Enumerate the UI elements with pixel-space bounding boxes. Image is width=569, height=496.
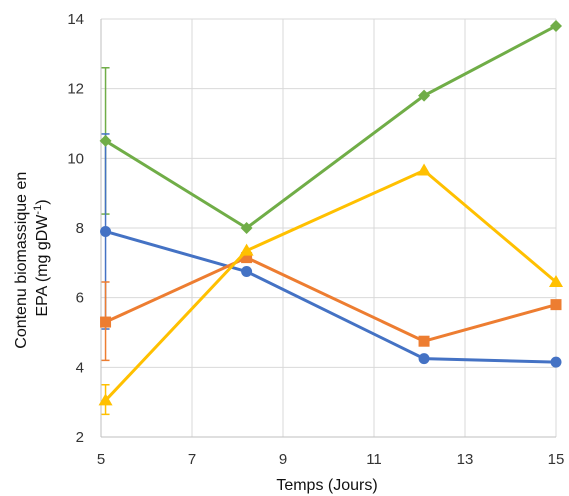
x-tick-label: 15: [548, 451, 565, 468]
x-tick-label: 11: [366, 451, 382, 468]
axes: [100, 19, 556, 438]
data-point-circle: [241, 266, 253, 278]
data-point-circle: [100, 225, 112, 237]
y-axis-title: Contenu biomassique en EPA (mg gDW-1): [13, 167, 51, 348]
gridlines: [100, 18, 557, 438]
y-axis-title-line1: Contenu biomassique en: [13, 172, 30, 349]
data-point-square: [241, 252, 253, 264]
data-point-triangle: [549, 274, 563, 287]
tick-labels: 5 7 9 11 13 15 2 4 6 8 10 12 14: [67, 11, 564, 468]
data-point-circle: [418, 353, 430, 365]
y-tick-label: 12: [67, 81, 84, 98]
x-tick-label: 5: [97, 451, 105, 468]
series-diamond: [99, 19, 562, 234]
series-square: [100, 252, 562, 347]
y-axis-title-line2: EPA (mg gDW-1): [32, 199, 51, 316]
y-tick-label: 4: [76, 359, 84, 376]
data-point-circle: [550, 356, 562, 368]
y-tick-label: 10: [67, 150, 84, 167]
x-tick-label: 9: [279, 451, 287, 468]
x-tick-label: 7: [188, 451, 196, 468]
x-tick-label: 13: [457, 451, 474, 468]
y-axis-title-suffix: ): [34, 199, 51, 204]
series-line: [104, 169, 557, 402]
data-point-diamond: [240, 222, 253, 234]
series-triangle: [98, 163, 563, 406]
data-point-diamond: [99, 134, 112, 147]
x-axis-title: Temps (Jours): [276, 477, 377, 494]
data-point-triangle: [239, 243, 254, 256]
series-line: [104, 256, 557, 343]
data-point-square: [550, 299, 562, 311]
data-point-triangle: [98, 393, 113, 406]
y-tick-label: 2: [76, 429, 84, 446]
data-point-square: [418, 335, 430, 347]
y-tick-label: 8: [76, 220, 84, 237]
series-circle: [100, 225, 562, 368]
data-point-square: [100, 316, 112, 328]
y-axis-title-superscript: -1: [32, 205, 44, 215]
series-layer: [98, 19, 563, 406]
data-point-triangle: [417, 163, 432, 176]
y-tick-label: 6: [76, 290, 84, 307]
y-tick-label: 14: [67, 11, 84, 28]
data-point-diamond: [550, 19, 562, 32]
y-axis-title-prefix: EPA (mg gDW: [34, 214, 51, 317]
series-line: [105, 230, 557, 364]
error-bars: [101, 67, 110, 416]
data-point-diamond: [418, 89, 431, 102]
series-line: [104, 24, 557, 230]
